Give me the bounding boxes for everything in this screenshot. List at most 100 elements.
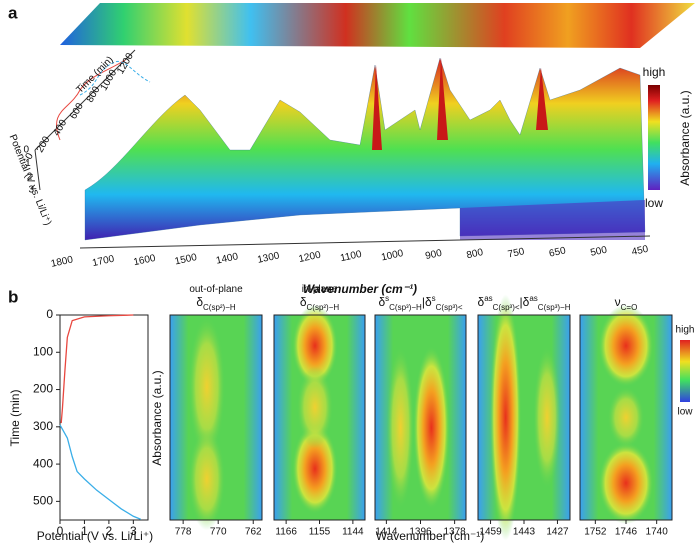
y-tick-label: 300	[33, 419, 53, 433]
title-part: |δ	[520, 295, 530, 309]
surface-peaks	[372, 58, 548, 150]
heatmap-blob	[607, 386, 645, 449]
x-axis-title: Potential (V vs. Li/Li⁺)	[37, 529, 153, 543]
title-part: out-of-plane	[189, 284, 243, 295]
colorbar-b	[680, 340, 690, 402]
y-axis-title: Time (min)	[8, 390, 22, 447]
panel-label: a	[8, 3, 18, 22]
heatmap-title: out-of-plane	[189, 284, 243, 295]
x-tick-label: 800	[466, 247, 485, 261]
title-part: C(sp²)−H	[203, 303, 236, 312]
heatmap-blob	[188, 427, 226, 531]
x-tick-label: 450	[631, 244, 650, 258]
heatmap-title: δC(sp²)−H	[300, 295, 340, 311]
colorbar-high: high	[676, 325, 695, 336]
x-axis-a	[79, 235, 651, 249]
x-tick-label: 770	[210, 527, 227, 538]
heatmap-blob	[292, 304, 338, 387]
inset-potential-tick: 3	[28, 185, 34, 196]
x-tick-label: 1443	[513, 527, 536, 538]
inset-charge-curve	[79, 60, 151, 96]
line-series	[59, 424, 141, 520]
x-tick-label: 1400	[215, 251, 239, 266]
title-part: C(sp²)−H	[307, 303, 340, 312]
inset-potential-tick: 2	[27, 171, 33, 182]
heatmap-blob	[533, 345, 561, 490]
x-tick-label: 1396	[409, 527, 432, 538]
title-part: C(sp³)−H	[538, 303, 571, 312]
inset-time-axis	[34, 49, 136, 151]
heatmap-blob	[296, 366, 334, 449]
y-tick-label: 0	[46, 307, 53, 321]
inset-potential-tick: 0	[23, 145, 29, 156]
x-tick-label: 1700	[91, 254, 115, 269]
spectral-surface	[84, 57, 646, 241]
y-tick-label: 200	[33, 382, 53, 396]
heatmap-blob	[489, 294, 522, 541]
y-tick-label: 400	[33, 456, 53, 470]
title-part: C(sp³)<	[436, 303, 463, 312]
inset-time-tick: 400	[51, 118, 69, 138]
colorbar-a	[648, 85, 660, 190]
x-tick-label: 1800	[50, 254, 74, 269]
heatmap-blob	[598, 304, 654, 387]
colorbar-low: low	[645, 196, 663, 210]
heatmap-title: δC(sp²)−H	[196, 295, 236, 311]
title-part: as	[484, 294, 492, 303]
heatmap-title: δasC(sp³)<|δasC(sp³)−H	[478, 294, 571, 312]
heatmap-title: δsC(sp³)−H|δsC(sp³)<	[378, 294, 462, 312]
heatmap-blob	[292, 423, 338, 514]
title-part: C(sp³)<	[493, 303, 520, 312]
x-tick-label: 1200	[298, 250, 322, 265]
x-tick-label: 3	[130, 524, 137, 538]
title-part: δ	[300, 295, 307, 309]
line-series	[60, 314, 134, 424]
x-tick-label: 750	[507, 246, 526, 260]
x-tick-label: 1155	[309, 527, 331, 538]
projection-strip	[60, 3, 695, 48]
x-tick-label: 500	[589, 245, 608, 259]
surface-front	[460, 200, 645, 240]
inset-potential-tick: 1	[25, 158, 31, 169]
x-axis-title: Wavenumber (cm⁻¹)	[303, 282, 417, 296]
x-tick-label: 1740	[646, 527, 669, 538]
x-tick-label: 1752	[584, 527, 607, 538]
inset-discharge-curve	[56, 59, 126, 141]
heatmap-blob	[188, 315, 226, 459]
x-tick-label: 1459	[479, 527, 502, 538]
x-tick-label: 762	[245, 527, 262, 538]
heatmap-title: νC=O	[615, 295, 638, 311]
x-tick-label: 1100	[339, 249, 363, 264]
x-tick-label: 1427	[546, 527, 569, 538]
title-part: δ	[478, 295, 485, 309]
x-tick-label: 1414	[375, 527, 398, 538]
plot-frame	[59, 314, 149, 521]
title-part: δ	[378, 295, 385, 309]
title-part: C=O	[621, 303, 638, 312]
title-part: |δ	[422, 295, 432, 309]
title-part: s	[432, 294, 436, 303]
x-tick-label: 1300	[256, 250, 280, 265]
x-tick-label: 1378	[444, 527, 467, 538]
title-part: as	[529, 294, 537, 303]
x-tick-label: 2	[106, 524, 113, 538]
x-tick-label: 650	[548, 245, 567, 259]
colorbar-high: high	[643, 65, 666, 79]
inset-potential-axis	[34, 149, 41, 191]
heatmap-blob	[386, 345, 415, 510]
inset-time-tick: 0	[24, 151, 37, 162]
x-tick-label: 900	[424, 248, 443, 262]
x-tick-label: 1144	[342, 527, 364, 538]
colorbar-title: Absorbance (a.u.)	[678, 90, 692, 185]
inset-time-tick: 200	[35, 134, 53, 154]
x-tick-label: 1166	[275, 527, 297, 538]
colorbar-low: low	[677, 407, 693, 418]
heatmap-x-title: Wavenumber (cm⁻¹)	[376, 529, 485, 543]
title-part: C(sp³)−H	[389, 303, 422, 312]
title-part: in-plane	[302, 284, 338, 295]
x-tick-label: 1600	[133, 253, 157, 268]
inset-time-tick: 600	[68, 101, 86, 121]
inset-time-tick: 1200	[115, 51, 136, 76]
heatmap-blob	[598, 442, 654, 525]
